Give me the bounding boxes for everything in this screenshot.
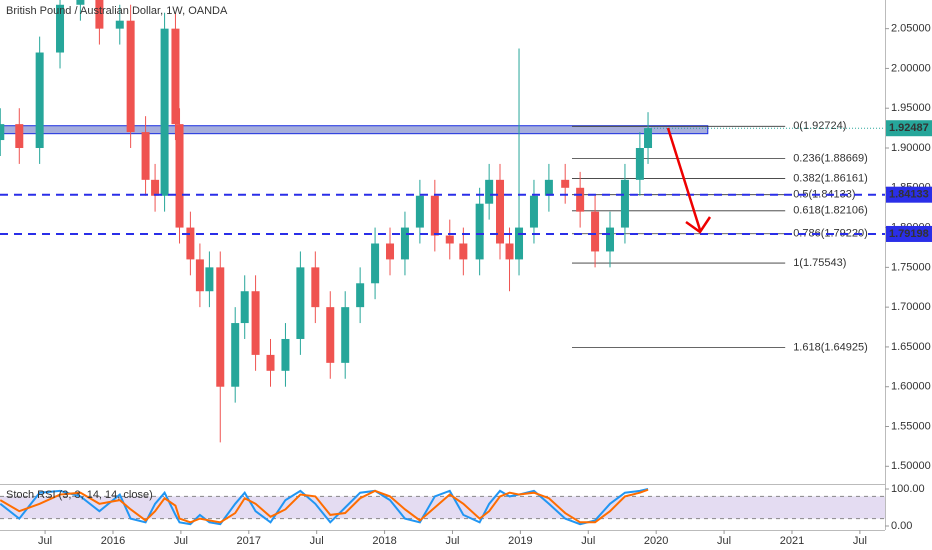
candle-body bbox=[251, 291, 260, 355]
x-tick-label: 2019 bbox=[508, 535, 532, 547]
y-tick-label: 2.00000 bbox=[891, 62, 931, 74]
x-tick-label: Jul bbox=[717, 535, 731, 547]
x-tick-label: Jul bbox=[174, 535, 188, 547]
y-tick-label: 1.70000 bbox=[891, 301, 931, 313]
x-tick-label: Jul bbox=[445, 535, 459, 547]
y-tick-label: 1.55000 bbox=[891, 420, 931, 432]
candle-body bbox=[151, 179, 160, 196]
candle-body bbox=[35, 52, 44, 149]
candle-body bbox=[591, 211, 600, 252]
candle-body bbox=[216, 267, 225, 387]
x-tick-label: 2021 bbox=[780, 535, 804, 547]
candle-body bbox=[606, 227, 615, 252]
current-price-label: 1.92487 bbox=[889, 122, 929, 134]
y-tick-label: 1.90000 bbox=[891, 142, 931, 154]
candle-body bbox=[311, 267, 320, 308]
candle-body bbox=[76, 0, 85, 5]
candle-body bbox=[95, 0, 104, 29]
candle-body bbox=[430, 195, 439, 236]
candle-body bbox=[240, 291, 249, 324]
fib-label: 0.236(1.88669) bbox=[793, 153, 868, 165]
current-price-tag bbox=[886, 120, 932, 137]
x-tick-label: Jul bbox=[581, 535, 595, 547]
candle-body bbox=[371, 243, 380, 284]
candle-body bbox=[126, 20, 135, 133]
fib-label: 0.382(1.86161) bbox=[793, 172, 868, 184]
candle-body bbox=[505, 243, 514, 260]
candle-body bbox=[386, 243, 395, 260]
x-tick-label: 2018 bbox=[372, 535, 396, 547]
candle-body bbox=[644, 128, 653, 149]
stoch-tick-label: 0.00 bbox=[891, 520, 912, 532]
forecast-arrow bbox=[666, 127, 702, 231]
candle-body bbox=[356, 283, 365, 308]
x-tick-label: 2017 bbox=[237, 535, 261, 547]
candle-body bbox=[326, 307, 335, 363]
candle-body bbox=[171, 28, 180, 125]
stoch-tick-label: 100.00 bbox=[891, 483, 925, 495]
stoch-line bbox=[0, 488, 649, 524]
y-tick-label: 1.65000 bbox=[891, 341, 931, 353]
candle-body bbox=[141, 132, 150, 180]
stoch-band bbox=[0, 496, 885, 519]
fib-label: 0(1.92724) bbox=[793, 120, 846, 132]
arrow-head bbox=[685, 216, 712, 234]
y-tick-label: 1.95000 bbox=[891, 102, 931, 114]
price-tag bbox=[886, 186, 932, 203]
x-tick-label: Jul bbox=[853, 535, 867, 547]
candle-body bbox=[576, 187, 585, 212]
candle-body bbox=[496, 179, 505, 244]
y-tick-label: 1.50000 bbox=[891, 460, 931, 472]
candle-body bbox=[529, 195, 538, 228]
candle-body bbox=[186, 227, 195, 260]
x-tick-label: 2020 bbox=[644, 535, 668, 547]
fib-label: 0.5(1.84133) bbox=[793, 189, 855, 201]
fib-label: 0.618(1.82106) bbox=[793, 205, 868, 217]
x-tick-label: Jul bbox=[310, 535, 324, 547]
fib-label: 1(1.75543) bbox=[793, 257, 846, 269]
candle-body bbox=[175, 124, 184, 228]
candle-body bbox=[115, 20, 124, 29]
resistance-zone bbox=[0, 125, 709, 135]
y-tick-label: 1.75000 bbox=[891, 261, 931, 273]
candle-body bbox=[266, 354, 275, 371]
candle-body bbox=[515, 227, 524, 260]
price-tag-label: 1.84133 bbox=[889, 189, 929, 201]
y-tick-label: 2.05000 bbox=[891, 23, 931, 35]
candle-body bbox=[459, 243, 468, 260]
candle-body bbox=[281, 338, 290, 371]
candle-body bbox=[205, 267, 214, 292]
candle-body bbox=[231, 323, 240, 387]
candle-body bbox=[445, 235, 454, 244]
chart-title: British Pound / Australian Dollar, 1W, O… bbox=[6, 5, 228, 17]
candle-body bbox=[15, 124, 24, 149]
candle-body bbox=[544, 179, 553, 196]
candle-body bbox=[0, 124, 5, 141]
candle-body bbox=[485, 179, 494, 204]
candle-body bbox=[475, 203, 484, 260]
price-tag-label: 1.79198 bbox=[889, 228, 929, 240]
candle-body bbox=[56, 4, 65, 53]
fib-label: 1.618(1.64925) bbox=[793, 341, 868, 353]
y-tick-label: 1.60000 bbox=[891, 381, 931, 393]
candle-body bbox=[635, 148, 644, 180]
x-tick-label: Jul bbox=[38, 535, 52, 547]
indicator-title: Stoch RSI (3, 3, 14, 14, close) bbox=[6, 489, 153, 501]
candle-body bbox=[620, 179, 629, 228]
candle-body bbox=[160, 28, 169, 196]
candle-body bbox=[561, 179, 570, 188]
candle-body bbox=[195, 259, 204, 292]
x-tick-label: 2016 bbox=[101, 535, 125, 547]
candle-body bbox=[400, 227, 409, 260]
price-tag bbox=[886, 225, 932, 242]
candle-body bbox=[341, 307, 350, 363]
candle-body bbox=[415, 195, 424, 228]
candle-body bbox=[296, 267, 305, 339]
